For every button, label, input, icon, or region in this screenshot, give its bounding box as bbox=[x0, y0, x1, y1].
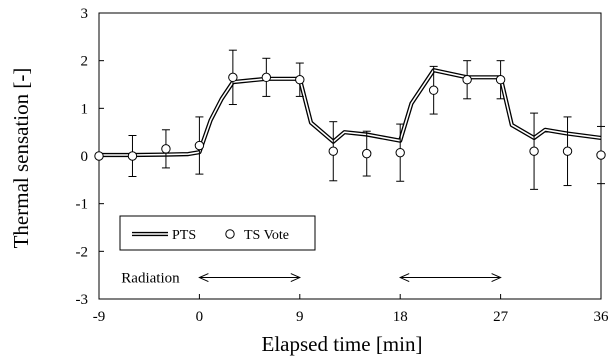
ts-vote-point bbox=[362, 148, 372, 159]
ts-vote-point bbox=[462, 75, 472, 85]
y-tick-label: -1 bbox=[76, 197, 89, 213]
x-tick-label: 0 bbox=[196, 309, 204, 325]
y-tick-label: 0 bbox=[81, 149, 89, 165]
ts-vote-point bbox=[161, 144, 171, 154]
legend-label-ts-vote: TS Vote bbox=[244, 228, 289, 243]
ts-vote-point bbox=[596, 150, 606, 160]
y-tick-label: 2 bbox=[81, 54, 89, 70]
ts-vote-point bbox=[562, 146, 573, 156]
y-tick-label: -3 bbox=[76, 292, 89, 308]
x-tick-label: 9 bbox=[296, 309, 304, 325]
ts-vote-point bbox=[428, 85, 439, 95]
legend-ts-vote-swatch bbox=[225, 229, 235, 239]
radiation-arrow-head-right bbox=[290, 273, 302, 283]
x-tick-label: 27 bbox=[493, 309, 509, 325]
ts-vote-point bbox=[94, 151, 104, 161]
radiation-arrow-head-left bbox=[398, 273, 410, 283]
ts-vote-point bbox=[529, 146, 539, 156]
pts-line-inner bbox=[99, 69, 602, 156]
x-tick-label: -9 bbox=[93, 309, 106, 325]
x-tick-label: 18 bbox=[393, 309, 408, 325]
x-axis-label: Elapsed time [min] bbox=[262, 332, 423, 356]
ts-vote-point bbox=[328, 146, 338, 156]
radiation-arrow-head-right bbox=[491, 273, 502, 283]
ts-vote-point bbox=[194, 140, 205, 151]
plot-area: -3 -2 -1 0 1 2 3 -9 0 9 18 27 36 PTS TS Vote Radiation bbox=[76, 6, 610, 325]
legend-label-pts: PTS bbox=[172, 228, 196, 243]
ts-vote-point bbox=[295, 75, 305, 85]
ts-vote-point bbox=[127, 151, 138, 161]
x-tick-label: 36 bbox=[594, 309, 610, 325]
ts-vote-point bbox=[261, 72, 272, 83]
y-tick-label: 1 bbox=[81, 101, 89, 117]
legend: PTS TS Vote bbox=[119, 215, 316, 251]
y-tick-label: -2 bbox=[76, 244, 89, 260]
radiation-arrow-head-left bbox=[198, 273, 209, 283]
ts-vote-point bbox=[228, 72, 238, 83]
y-tick-label: 3 bbox=[81, 6, 89, 22]
annotation-radiation: Radiation bbox=[121, 271, 180, 287]
y-axis-label: Thermal sensation [-] bbox=[9, 68, 33, 249]
pts-line-outer bbox=[99, 68, 602, 158]
ts-vote-point bbox=[395, 147, 405, 158]
ts-vote-point bbox=[495, 75, 506, 85]
